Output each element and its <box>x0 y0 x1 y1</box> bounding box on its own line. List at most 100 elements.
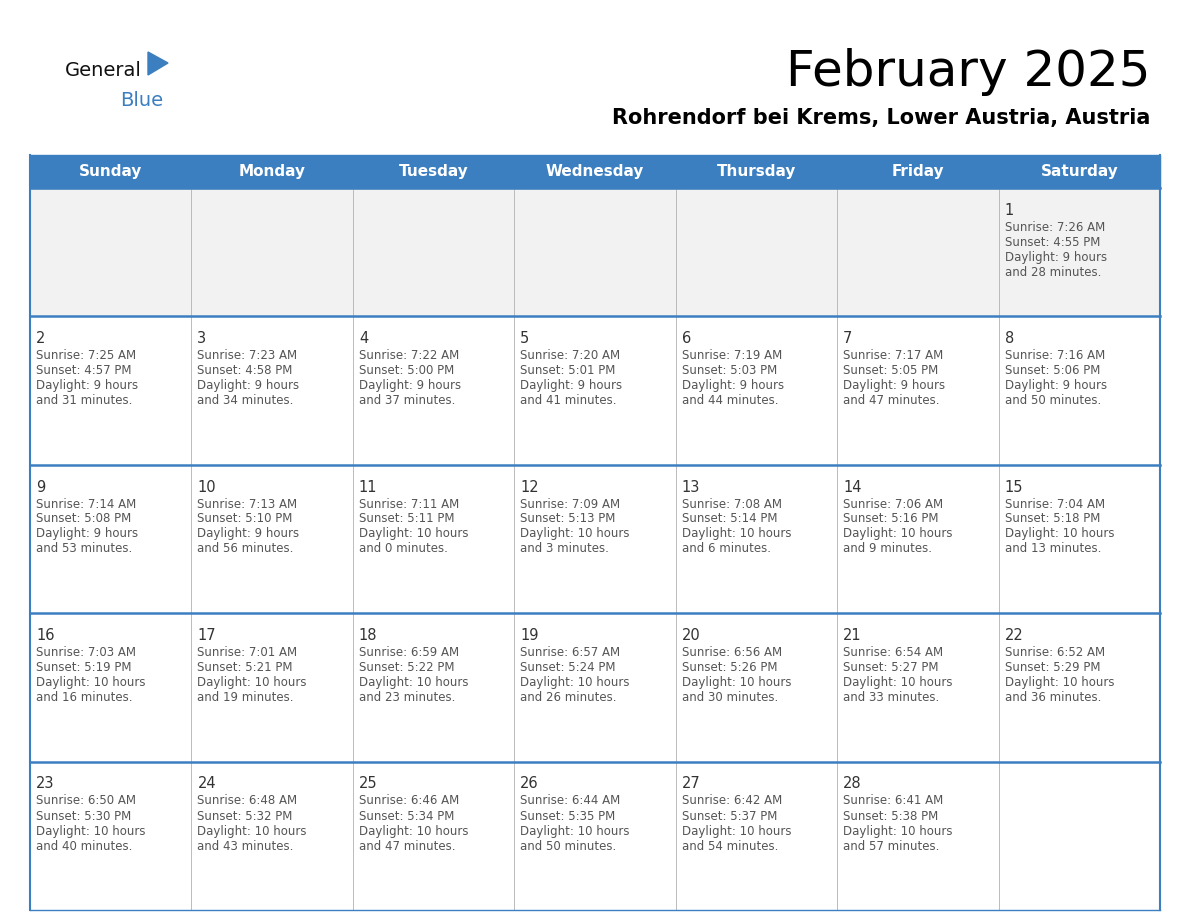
Text: Daylight: 9 hours: Daylight: 9 hours <box>36 379 138 392</box>
Text: Sunrise: 6:42 AM: Sunrise: 6:42 AM <box>682 794 782 808</box>
Text: Daylight: 10 hours: Daylight: 10 hours <box>682 824 791 837</box>
Bar <box>30 155 1159 188</box>
Text: Sunset: 5:13 PM: Sunset: 5:13 PM <box>520 512 615 525</box>
Text: 7: 7 <box>843 331 853 346</box>
Text: Sunrise: 7:26 AM: Sunrise: 7:26 AM <box>1005 221 1105 234</box>
Text: Daylight: 9 hours: Daylight: 9 hours <box>197 528 299 541</box>
Text: and 47 minutes.: and 47 minutes. <box>359 839 455 853</box>
Text: Sunrise: 7:06 AM: Sunrise: 7:06 AM <box>843 498 943 510</box>
Text: 5: 5 <box>520 331 530 346</box>
Text: and 9 minutes.: and 9 minutes. <box>843 543 933 555</box>
Text: 8: 8 <box>1005 331 1013 346</box>
Text: Sunrise: 7:22 AM: Sunrise: 7:22 AM <box>359 349 459 362</box>
Text: and 44 minutes.: and 44 minutes. <box>682 394 778 407</box>
Text: Daylight: 9 hours: Daylight: 9 hours <box>36 528 138 541</box>
Text: and 16 minutes.: and 16 minutes. <box>36 691 133 704</box>
Text: Friday: Friday <box>891 164 944 179</box>
Text: Sunrise: 7:11 AM: Sunrise: 7:11 AM <box>359 498 459 510</box>
Text: Daylight: 10 hours: Daylight: 10 hours <box>359 824 468 837</box>
Text: and 34 minutes.: and 34 minutes. <box>197 394 293 407</box>
Text: Sunrise: 6:41 AM: Sunrise: 6:41 AM <box>843 794 943 808</box>
Text: 20: 20 <box>682 628 701 643</box>
Text: Sunrise: 7:19 AM: Sunrise: 7:19 AM <box>682 349 782 362</box>
Text: Daylight: 10 hours: Daylight: 10 hours <box>359 676 468 689</box>
Text: and 50 minutes.: and 50 minutes. <box>1005 394 1101 407</box>
Text: Sunset: 5:29 PM: Sunset: 5:29 PM <box>1005 661 1100 674</box>
Text: 10: 10 <box>197 479 216 495</box>
Text: Sunrise: 6:59 AM: Sunrise: 6:59 AM <box>359 646 459 659</box>
Text: and 3 minutes.: and 3 minutes. <box>520 543 609 555</box>
Text: Sunrise: 7:13 AM: Sunrise: 7:13 AM <box>197 498 297 510</box>
Text: Daylight: 10 hours: Daylight: 10 hours <box>1005 528 1114 541</box>
Text: 12: 12 <box>520 479 539 495</box>
Text: Sunset: 5:18 PM: Sunset: 5:18 PM <box>1005 512 1100 525</box>
Text: 15: 15 <box>1005 479 1023 495</box>
Text: Sunrise: 6:54 AM: Sunrise: 6:54 AM <box>843 646 943 659</box>
Text: 4: 4 <box>359 331 368 346</box>
Text: Thursday: Thursday <box>716 164 796 179</box>
Text: Daylight: 10 hours: Daylight: 10 hours <box>843 824 953 837</box>
Bar <box>30 465 1159 613</box>
Text: 19: 19 <box>520 628 539 643</box>
Text: and 26 minutes.: and 26 minutes. <box>520 691 617 704</box>
Text: 17: 17 <box>197 628 216 643</box>
Text: Sunrise: 7:17 AM: Sunrise: 7:17 AM <box>843 349 943 362</box>
Text: 27: 27 <box>682 777 701 791</box>
Text: Sunset: 5:24 PM: Sunset: 5:24 PM <box>520 661 615 674</box>
Text: 13: 13 <box>682 479 700 495</box>
Text: Daylight: 9 hours: Daylight: 9 hours <box>520 379 623 392</box>
Text: Sunrise: 6:56 AM: Sunrise: 6:56 AM <box>682 646 782 659</box>
Text: and 37 minutes.: and 37 minutes. <box>359 394 455 407</box>
Text: Sunset: 5:10 PM: Sunset: 5:10 PM <box>197 512 292 525</box>
Text: 21: 21 <box>843 628 861 643</box>
Text: Sunrise: 6:50 AM: Sunrise: 6:50 AM <box>36 794 135 808</box>
Text: and 6 minutes.: and 6 minutes. <box>682 543 771 555</box>
Text: Daylight: 10 hours: Daylight: 10 hours <box>36 676 145 689</box>
Text: 3: 3 <box>197 331 207 346</box>
Text: 1: 1 <box>1005 203 1013 218</box>
Text: February 2025: February 2025 <box>785 48 1150 96</box>
Text: Sunrise: 7:14 AM: Sunrise: 7:14 AM <box>36 498 137 510</box>
Text: Sunset: 5:16 PM: Sunset: 5:16 PM <box>843 512 939 525</box>
Text: Sunset: 5:01 PM: Sunset: 5:01 PM <box>520 364 615 377</box>
Text: Blue: Blue <box>120 91 163 109</box>
Text: and 0 minutes.: and 0 minutes. <box>359 543 448 555</box>
Text: Sunset: 5:32 PM: Sunset: 5:32 PM <box>197 810 292 823</box>
Text: and 54 minutes.: and 54 minutes. <box>682 839 778 853</box>
Text: Sunset: 5:03 PM: Sunset: 5:03 PM <box>682 364 777 377</box>
Text: Daylight: 9 hours: Daylight: 9 hours <box>197 379 299 392</box>
Text: Sunset: 5:11 PM: Sunset: 5:11 PM <box>359 512 454 525</box>
Text: Daylight: 10 hours: Daylight: 10 hours <box>359 528 468 541</box>
Text: Sunset: 5:27 PM: Sunset: 5:27 PM <box>843 661 939 674</box>
Text: Sunrise: 7:04 AM: Sunrise: 7:04 AM <box>1005 498 1105 510</box>
Text: Sunset: 5:26 PM: Sunset: 5:26 PM <box>682 661 777 674</box>
Polygon shape <box>148 52 168 75</box>
Text: and 19 minutes.: and 19 minutes. <box>197 691 293 704</box>
Text: Daylight: 10 hours: Daylight: 10 hours <box>520 676 630 689</box>
Text: 9: 9 <box>36 479 45 495</box>
Text: Daylight: 9 hours: Daylight: 9 hours <box>843 379 946 392</box>
Text: 6: 6 <box>682 331 691 346</box>
Text: Sunset: 4:58 PM: Sunset: 4:58 PM <box>197 364 292 377</box>
Text: and 47 minutes.: and 47 minutes. <box>843 394 940 407</box>
Text: Daylight: 10 hours: Daylight: 10 hours <box>682 528 791 541</box>
Text: and 33 minutes.: and 33 minutes. <box>843 691 940 704</box>
Bar <box>30 188 1159 316</box>
Text: General: General <box>65 61 141 80</box>
Text: and 31 minutes.: and 31 minutes. <box>36 394 132 407</box>
Text: Daylight: 9 hours: Daylight: 9 hours <box>359 379 461 392</box>
Text: Sunrise: 7:01 AM: Sunrise: 7:01 AM <box>197 646 297 659</box>
Text: and 40 minutes.: and 40 minutes. <box>36 839 132 853</box>
Text: 28: 28 <box>843 777 861 791</box>
Text: Sunset: 5:21 PM: Sunset: 5:21 PM <box>197 661 293 674</box>
Text: Daylight: 10 hours: Daylight: 10 hours <box>682 676 791 689</box>
Text: and 41 minutes.: and 41 minutes. <box>520 394 617 407</box>
Text: 23: 23 <box>36 777 55 791</box>
Text: Sunrise: 7:09 AM: Sunrise: 7:09 AM <box>520 498 620 510</box>
Text: Sunrise: 7:20 AM: Sunrise: 7:20 AM <box>520 349 620 362</box>
Text: and 50 minutes.: and 50 minutes. <box>520 839 617 853</box>
Text: 14: 14 <box>843 479 861 495</box>
Text: Sunset: 5:14 PM: Sunset: 5:14 PM <box>682 512 777 525</box>
Text: Sunrise: 7:16 AM: Sunrise: 7:16 AM <box>1005 349 1105 362</box>
Text: Daylight: 10 hours: Daylight: 10 hours <box>197 676 307 689</box>
